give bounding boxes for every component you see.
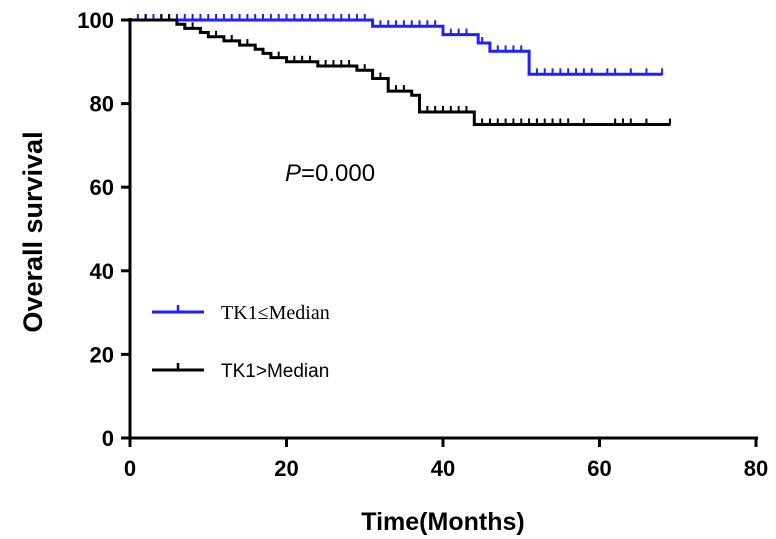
series-1 [130, 14, 664, 76]
p-value-text: =0.000 [301, 160, 375, 187]
x-tick-label: 20 [274, 456, 298, 481]
x-axis-title: Time(Months) [361, 508, 524, 536]
x-tick-label: 0 [124, 456, 136, 481]
series-layer [130, 14, 671, 126]
legend-label: TK1≤Median [221, 302, 330, 324]
x-tick-label: 60 [587, 456, 611, 481]
y-tick-label: 0 [102, 426, 114, 451]
y-axis-title: Overall survival [18, 131, 48, 332]
series-2 [130, 14, 671, 126]
survival-line [130, 18, 670, 126]
legend-label: TK1>Median [221, 361, 329, 382]
x-tick-label: 40 [431, 456, 455, 481]
y-tick-label: 60 [90, 175, 114, 200]
survival-line [130, 18, 663, 76]
axes: 0 20 40 60 80 0 20 40 60 80 100 [77, 8, 768, 481]
y-tick-label: 100 [77, 8, 114, 33]
p-value-annotation: P=0.000 [285, 160, 375, 187]
x-tick-label: 80 [744, 456, 768, 481]
y-tick-label: 80 [90, 92, 114, 117]
y-tick-label: 40 [90, 259, 114, 284]
p-value-symbol: P [285, 160, 301, 187]
y-tick-label: 20 [90, 342, 114, 367]
legend: TK1≤Median TK1>Median [152, 302, 330, 382]
